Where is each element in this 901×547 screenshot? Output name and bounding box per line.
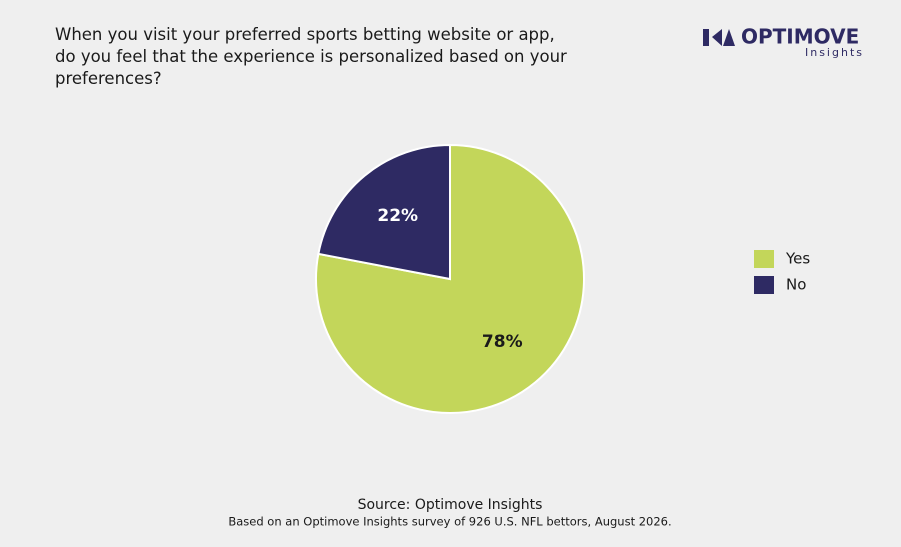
legend-swatch [754, 250, 774, 268]
source: Source: Optimove Insights [358, 497, 543, 513]
value-label: 78% [482, 332, 523, 352]
legend-label: Yes [785, 250, 810, 268]
logo-icon [703, 29, 709, 46]
pie-slice [317, 143, 451, 281]
logo-icon [712, 29, 722, 46]
logo: OPTIMOVE Insights [703, 25, 864, 59]
legend-swatch [754, 276, 774, 294]
legend-label: No [786, 276, 806, 294]
note: Based on an Optimove Insights survey of … [228, 515, 671, 529]
logo-tagline: Insights [805, 46, 864, 59]
logo-icon [723, 29, 735, 46]
value-label: 22% [377, 206, 418, 226]
chart-title: When you visit your preferred sports bet… [55, 25, 567, 88]
logo-name: OPTIMOVE [741, 25, 859, 49]
